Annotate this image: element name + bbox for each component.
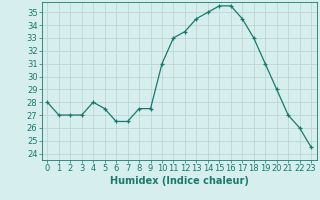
X-axis label: Humidex (Indice chaleur): Humidex (Indice chaleur) (110, 176, 249, 186)
